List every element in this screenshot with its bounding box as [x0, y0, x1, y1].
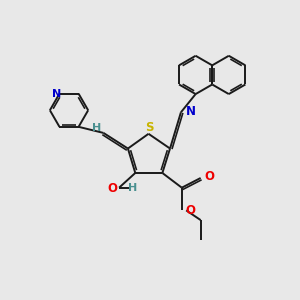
Text: H: H [92, 123, 102, 133]
Text: N: N [186, 105, 196, 118]
Text: O: O [108, 182, 118, 195]
Text: S: S [145, 121, 153, 134]
Text: O: O [185, 204, 195, 217]
Text: H: H [128, 183, 137, 193]
Text: O: O [204, 170, 214, 183]
Text: N: N [52, 89, 62, 99]
